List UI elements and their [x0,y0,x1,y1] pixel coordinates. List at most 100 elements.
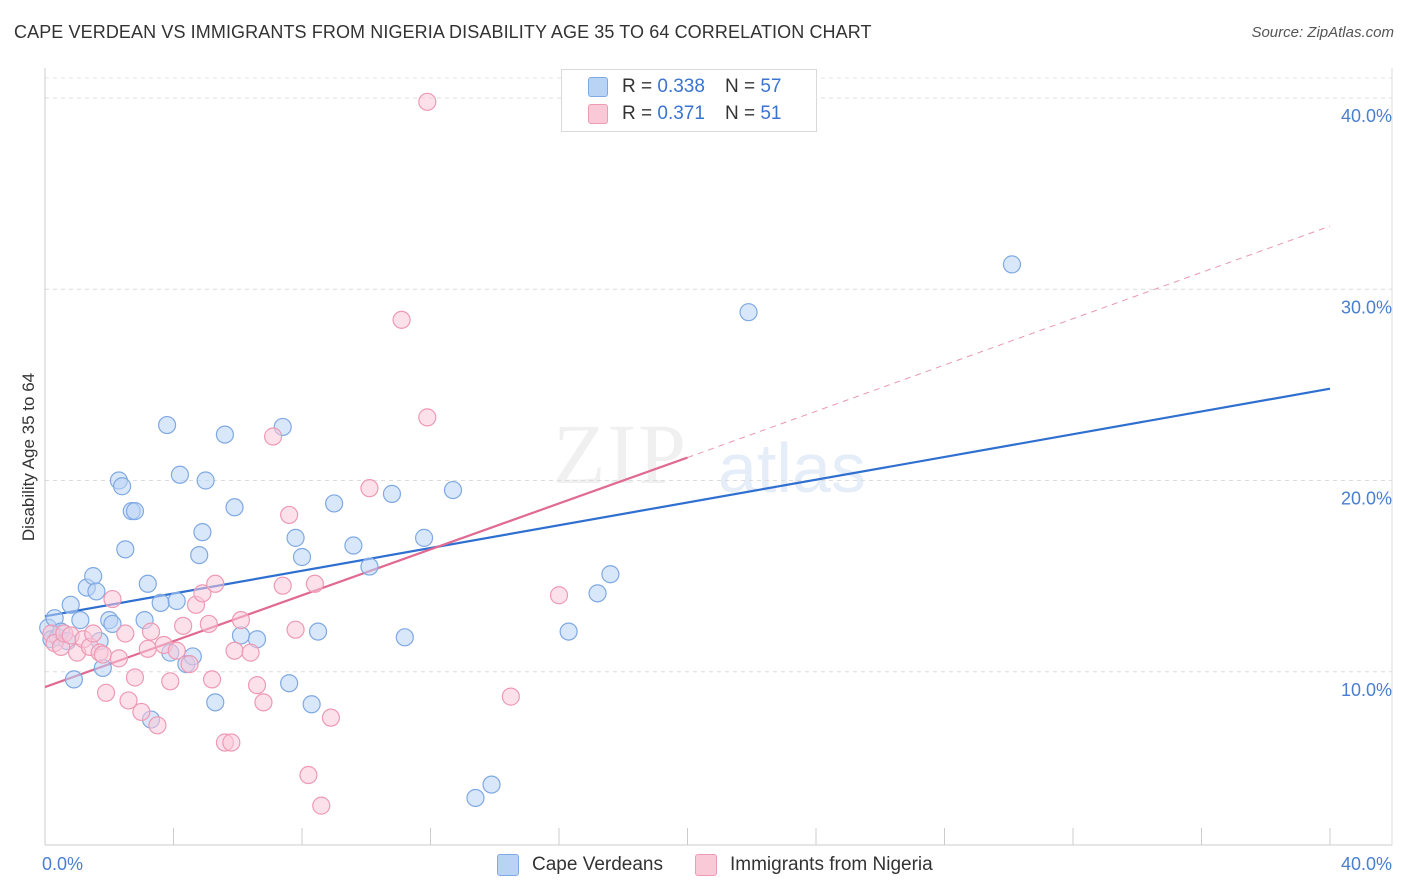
point-nigeria [174,616,193,635]
correlation-legend: R = 0.338 N = 57 R = 0.371 N = 51 [561,69,817,132]
point-cape-verdean [215,425,234,444]
point-cape-verdean [125,502,145,521]
watermark-atlas: atlas [718,429,866,507]
point-cape-verdean [61,595,80,614]
point-nigeria [312,796,331,815]
legend-n-value: 57 [760,76,782,97]
bottom-legend-cape-verdeans: Cape Verdeans [497,852,663,878]
point-nigeria [103,589,122,609]
y-axis-title: Disability Age 35 to 64 [19,373,38,541]
point-nigeria [193,584,212,603]
point-cape-verdean [103,614,122,634]
point-cape-verdean [64,670,84,689]
point-nigeria [167,641,186,660]
y-tick-label: 40.0% [1341,106,1392,126]
point-nigeria [161,672,180,691]
point-cape-verdean [344,536,363,555]
x-tick-label: 0.0% [42,854,83,874]
point-nigeria [321,708,341,727]
point-cape-verdean [466,788,485,808]
point-nigeria [263,427,283,446]
point-nigeria [273,576,292,595]
chart-title: CAPE VERDEAN VS IMMIGRANTS FROM NIGERIA … [14,22,872,42]
point-cape-verdean [71,611,90,630]
point-cape-verdean [601,565,620,584]
point-cape-verdean [138,574,157,593]
point-cape-verdean [559,622,578,641]
bottom-legend-label: Cape Verdeans [532,854,663,875]
point-nigeria [199,614,218,634]
point-nigeria [231,611,251,630]
point-cape-verdean [225,498,244,517]
point-nigeria [138,639,157,658]
axis-labels: 10.0% 20.0% 30.0% 40.0% 0.0% 40.0% Disability … [19,106,1392,874]
bottom-legend-nigeria: Immigrants from Nigeria [695,852,933,878]
point-nigeria [125,668,145,687]
point-nigeria [180,654,199,674]
legend-r-label: R = [622,76,653,97]
point-nigeria [119,691,138,710]
point-cape-verdean [360,557,379,576]
trend-extension-nigeria [687,225,1331,459]
point-cape-verdean [151,593,170,613]
point-nigeria [222,733,241,752]
point-cape-verdean [206,693,225,712]
point-nigeria [202,670,222,689]
legend-r-value: 0.338 [657,76,705,97]
legend-n-value: 51 [760,103,782,124]
legend-n-label: N = [724,103,756,124]
point-nigeria [418,92,437,111]
point-nigeria [305,574,324,593]
legend-r-value: 0.371 [657,103,705,124]
point-nigeria [116,624,135,643]
y-tick-label: 10.0% [1341,680,1392,700]
legend-n-label: N = [724,76,756,97]
trend-line-cape-verdean [44,387,1331,618]
point-cape-verdean [588,584,607,603]
point-cape-verdean [190,545,209,565]
point-cape-verdean [1002,255,1022,274]
point-nigeria [418,408,437,427]
x-tick-label: 40.0% [1341,854,1392,874]
point-nigeria [299,765,318,785]
point-nigeria [280,505,299,525]
bottom-legend-label: Immigrants from Nigeria [730,854,933,875]
point-nigeria [392,310,411,329]
legend-row-cape-verdeans: R = 0.338 N = 57 [588,75,781,99]
point-cape-verdean [193,523,212,542]
source-label: Source: ZipAtlas.com [1251,24,1394,41]
point-cape-verdean [739,303,758,322]
point-nigeria [225,641,244,660]
point-nigeria [206,574,225,593]
point-nigeria [247,676,267,695]
point-cape-verdean [325,494,344,513]
point-cape-verdean [116,540,135,559]
point-cape-verdean [84,567,103,586]
point-cape-verdean [170,465,190,484]
point-nigeria [360,479,379,498]
point-nigeria [549,586,569,605]
grid-lines [45,77,1392,673]
point-cape-verdean [308,622,328,641]
axes [44,68,1393,846]
point-nigeria [96,683,116,702]
legend-swatch-blue [588,77,608,97]
point-cape-verdean [302,695,321,714]
point-cape-verdean [231,626,251,645]
point-cape-verdean [196,471,215,490]
legend-row-nigeria: R = 0.371 N = 51 [588,102,781,126]
y-tick-label: 30.0% [1341,297,1392,317]
legend-r-label: R = [622,103,653,124]
point-cape-verdean [382,484,402,503]
point-cape-verdean [280,674,299,693]
bottom-legend-swatch-pink [695,854,717,876]
point-nigeria [254,693,273,712]
point-cape-verdean [443,480,463,500]
point-nigeria [84,624,103,643]
point-cape-verdean [112,477,132,496]
point-cape-verdean [395,628,414,647]
point-cape-verdean [286,528,305,547]
point-nigeria [241,643,260,662]
point-cape-verdean [414,528,434,547]
